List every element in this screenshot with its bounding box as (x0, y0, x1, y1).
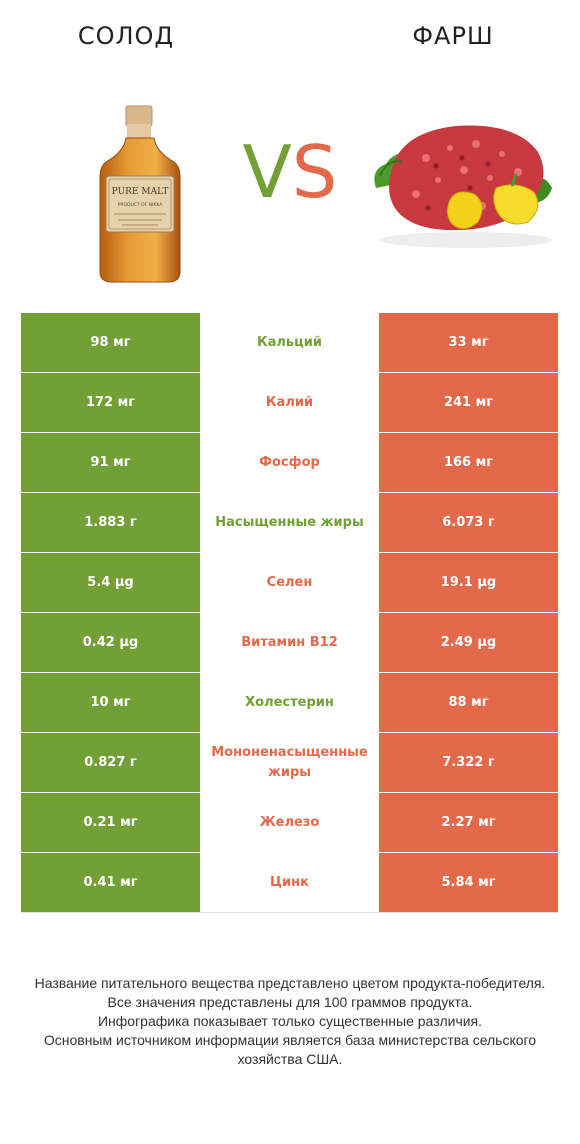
left-value: 10 мг (21, 672, 200, 733)
left-value: 0.21 мг (21, 792, 200, 853)
left-value: 98 мг (21, 313, 200, 373)
nutrient-name-text: Железо (259, 814, 320, 830)
malt-bottle-image: PURE MALT PRODUCT OF NIKKA (99, 105, 181, 283)
vs-label: VS (220, 136, 360, 208)
minced-meat-image (374, 125, 552, 248)
nutrient-row: 172 мг Калий 241 мг (21, 372, 558, 433)
left-product-title: СОЛОД (77, 22, 175, 50)
nutrient-name: Калий (200, 372, 379, 433)
nutrient-row: 0.41 мг Цинк 5.84 мг (21, 852, 558, 913)
nutrient-name-text: Цинк (270, 874, 309, 890)
left-value: 172 мг (21, 372, 200, 433)
nutrient-name-text: Фосфор (259, 454, 320, 470)
nutrient-name: Мононенасыщенные жиры (200, 732, 379, 793)
nutrient-name-text: Калий (265, 394, 314, 410)
nutrient-name-text: Холестерин (245, 694, 334, 710)
nutrient-name: Насыщенные жиры (200, 492, 379, 553)
left-value: 0.42 µg (21, 612, 200, 673)
footer-line-2: Все значения представлены для 100 граммо… (107, 994, 473, 1010)
right-value: 166 мг (379, 432, 558, 493)
nutrient-name-text: Селен (266, 574, 313, 590)
nutrient-name: Кальций (200, 313, 379, 373)
nutrient-row: 1.883 г Насыщенные жиры 6.073 г (21, 492, 558, 553)
vs-v: V (242, 130, 292, 214)
nutrient-row: 0.21 мг Железо 2.27 мг (21, 792, 558, 853)
nutrient-name: Фосфор (200, 432, 379, 493)
nutrient-row: 5.4 µg Селен 19.1 µg (21, 552, 558, 613)
footer-line-4: Основным источником информации является … (43, 1032, 537, 1067)
right-value: 19.1 µg (379, 552, 558, 613)
footer-line-3: Инфографика показывает только существенн… (97, 1013, 483, 1029)
nutrient-name: Холестерин (200, 672, 379, 733)
left-value: 0.827 г (21, 732, 200, 793)
footer-notes: Название питательного вещества представл… (20, 974, 560, 1069)
right-value: 5.84 мг (379, 852, 558, 913)
nutrient-name: Витамин B12 (200, 612, 379, 673)
nutrient-row: 91 мг Фосфор 166 мг (21, 432, 558, 493)
right-value: 33 мг (379, 313, 558, 373)
right-value: 6.073 г (379, 492, 558, 553)
right-value: 2.49 µg (379, 612, 558, 673)
nutrient-row: 0.827 г Мононенасыщенные жиры 7.322 г (21, 732, 558, 793)
right-value: 2.27 мг (379, 792, 558, 853)
bottle-label-line1: PURE MALT (112, 187, 169, 197)
nutrient-row: 0.42 µg Витамин B12 2.49 µg (21, 612, 558, 673)
left-value: 91 мг (21, 432, 200, 493)
nutrient-name: Цинк (200, 852, 379, 913)
left-value: 1.883 г (21, 492, 200, 553)
vs-s: S (291, 130, 338, 214)
right-product-title: ФАРШ (412, 22, 494, 50)
right-value: 88 мг (379, 672, 558, 733)
right-value: 241 мг (379, 372, 558, 433)
right-value: 7.322 г (379, 732, 558, 793)
footer-line-1: Название питательного вещества представл… (34, 975, 546, 991)
nutrient-row: 98 мг Кальций 33 мг (21, 313, 558, 373)
nutrient-name-text: Мононенасыщенные жиры (211, 744, 368, 780)
nutrient-name: Селен (200, 552, 379, 613)
nutrient-name-text: Кальций (257, 334, 322, 350)
comparison-table: 98 мг Кальций 33 мг 172 мг Калий 241 мг 91 мг Ф… (21, 313, 558, 913)
nutrient-name-text: Витамин B12 (241, 634, 338, 650)
nutrient-row: 10 мг Холестерин 88 мг (21, 672, 558, 733)
left-value: 0.41 мг (21, 852, 200, 913)
nutrient-name: Железо (200, 792, 379, 853)
left-value: 5.4 µg (21, 552, 200, 613)
nutrient-name-text: Насыщенные жиры (215, 514, 364, 530)
bottle-label-line2: PRODUCT OF NIKKA (118, 202, 164, 208)
